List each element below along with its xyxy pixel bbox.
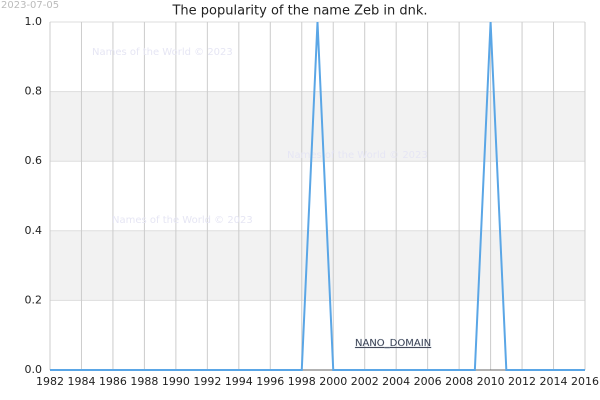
band: [50, 230, 585, 301]
x-tick-label: 1982: [36, 375, 64, 388]
date-stamp: 2023-07-05: [1, 0, 59, 11]
x-tick-label: 2002: [351, 375, 379, 388]
x-tick-label: 1996: [256, 375, 284, 388]
x-tick-label: 2012: [508, 375, 536, 388]
x-tick-label: 2016: [571, 375, 599, 388]
watermark: Names of the World © 2023: [287, 150, 428, 161]
x-tick-label: 2010: [477, 375, 505, 388]
y-tick-label: 0.8: [25, 85, 43, 98]
y-tick-label: 0.4: [25, 224, 43, 237]
chart-title: The popularity of the name Zeb in dnk.: [171, 4, 427, 19]
y-tick-label: 0.2: [25, 293, 43, 306]
x-tick-label: 1998: [288, 375, 316, 388]
x-tick-label: 1984: [67, 375, 95, 388]
line: [50, 21, 585, 371]
x-tick-label: 2000: [319, 375, 347, 388]
x-tick-label: 2014: [540, 375, 568, 388]
x-tick-label: 1992: [193, 375, 221, 388]
x-tick-label: 2006: [414, 375, 442, 388]
x-tick-label: 2008: [445, 375, 473, 388]
watermark: Names of the World © 2023: [112, 215, 253, 226]
x-tick-label: 2004: [382, 375, 410, 388]
x-tick-label: 1986: [99, 375, 127, 388]
x-tick-label: 1988: [130, 375, 158, 388]
watermark: Names of the World © 2023: [92, 47, 233, 58]
y-tick-label: 0.0: [25, 363, 43, 376]
domain-label: NANO_DOMAIN: [355, 338, 431, 349]
x-tick-label: 1990: [162, 375, 190, 388]
y-tick-label: 1.0: [25, 15, 43, 28]
y-tick-label: 0.6: [25, 154, 43, 167]
x-tick-label: 1994: [225, 375, 253, 388]
